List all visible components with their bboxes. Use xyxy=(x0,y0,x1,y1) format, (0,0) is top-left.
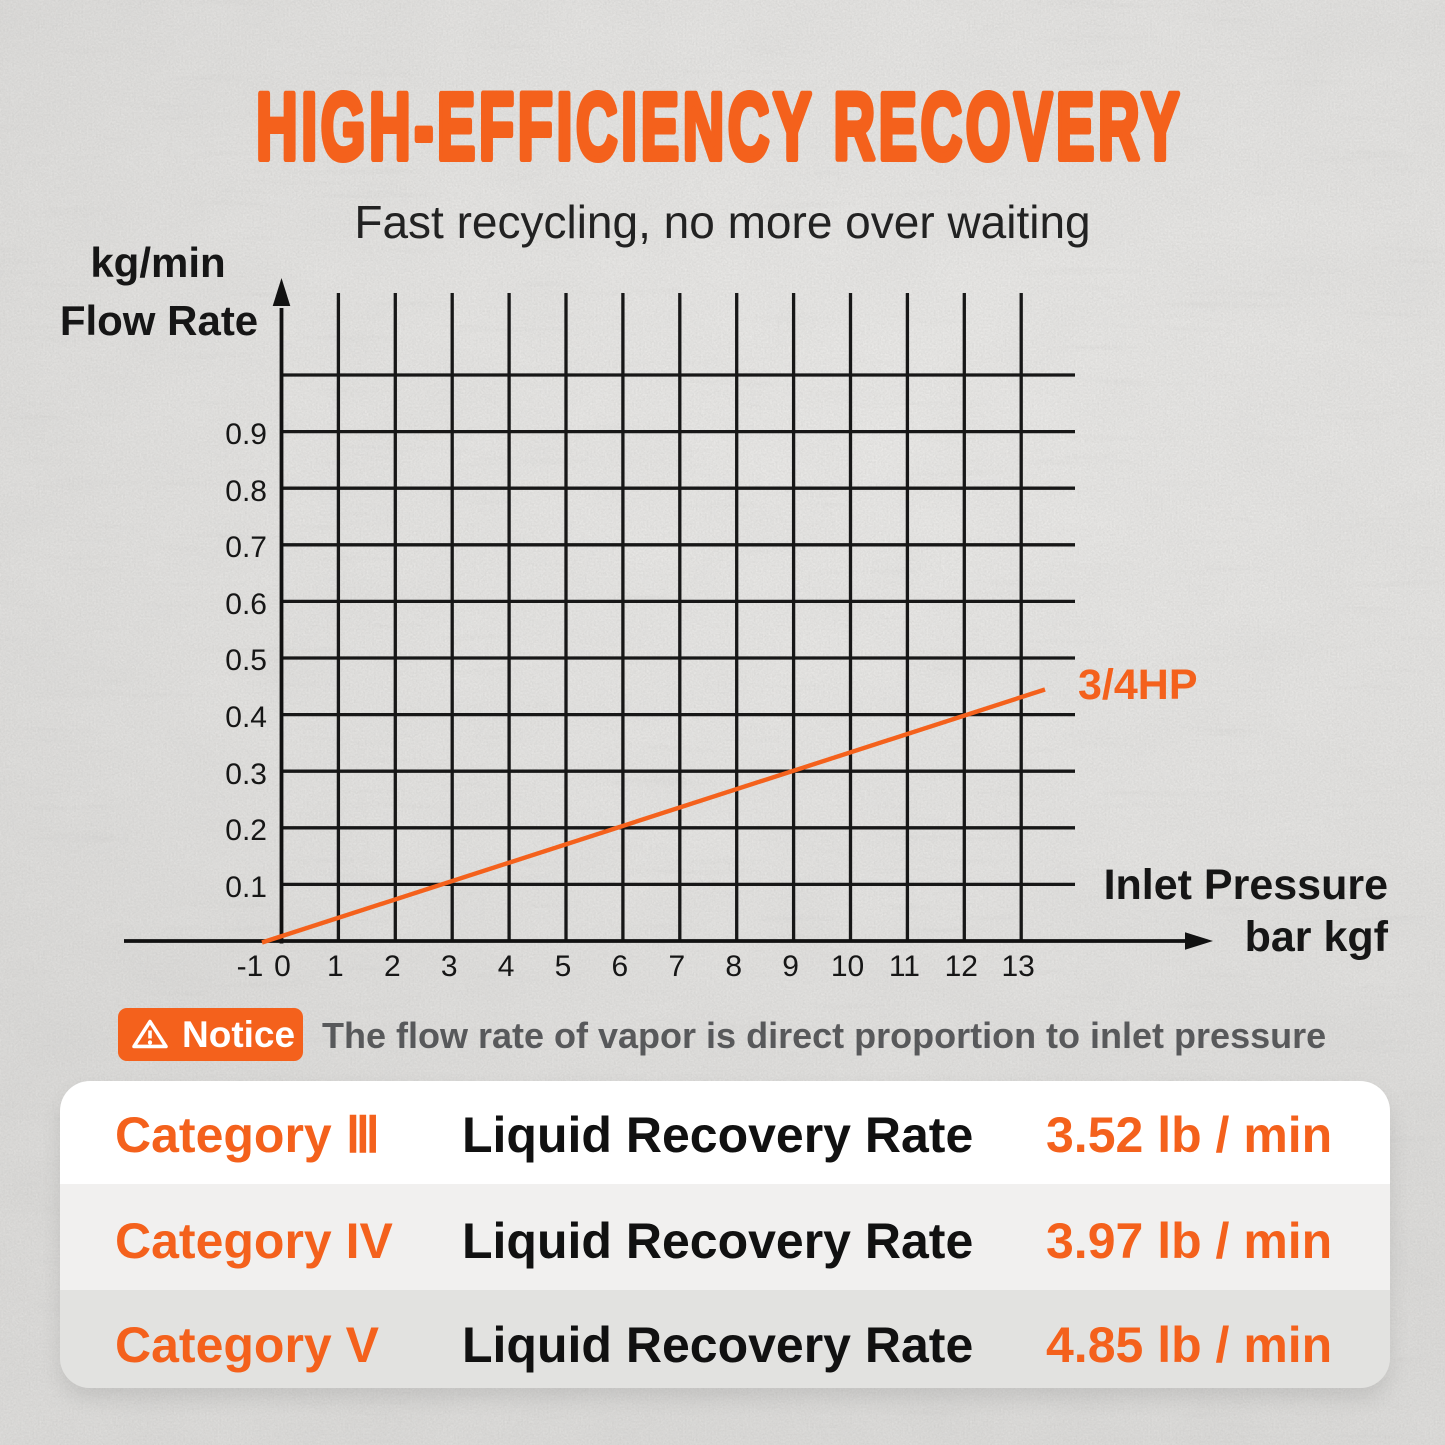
svg-text:HIGH-EFFICIENCY RECOVERY: HIGH-EFFICIENCY RECOVERY xyxy=(256,73,1183,179)
